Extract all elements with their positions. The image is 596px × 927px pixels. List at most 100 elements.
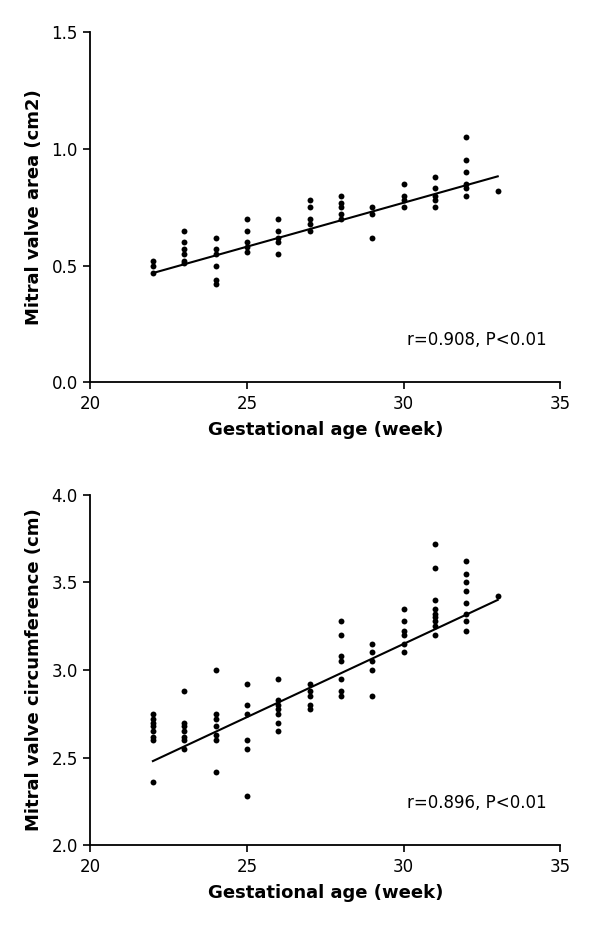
Point (211, 273, 221, 287)
Point (399, 628, 408, 642)
Point (242, 706, 252, 721)
Point (274, 247, 283, 261)
Point (148, 265, 158, 280)
Point (274, 671, 283, 686)
Point (430, 188, 440, 203)
Point (274, 698, 283, 713)
Point (211, 732, 221, 747)
Point (242, 789, 252, 804)
Point (430, 193, 440, 208)
Point (368, 207, 377, 222)
Point (336, 689, 346, 704)
Point (462, 165, 471, 180)
Point (305, 211, 315, 226)
Point (179, 715, 189, 730)
Point (179, 718, 189, 733)
Point (462, 554, 471, 569)
Text: r=0.896, P<0.01: r=0.896, P<0.01 (406, 794, 547, 812)
Point (305, 223, 315, 238)
X-axis label: Gestational age (week): Gestational age (week) (207, 421, 443, 439)
Point (336, 188, 346, 203)
Point (179, 242, 189, 257)
Point (179, 223, 189, 238)
Point (430, 592, 440, 607)
Point (399, 624, 408, 639)
Point (430, 199, 440, 214)
Point (179, 247, 189, 261)
Point (430, 619, 440, 634)
Point (430, 614, 440, 629)
Point (305, 193, 315, 208)
Point (462, 584, 471, 599)
Point (242, 732, 252, 747)
Point (274, 211, 283, 226)
Point (462, 153, 471, 168)
Point (305, 683, 315, 698)
Point (148, 724, 158, 739)
Point (148, 775, 158, 790)
Point (274, 715, 283, 730)
Point (148, 258, 158, 273)
Point (399, 176, 408, 191)
Point (462, 130, 471, 145)
Point (368, 689, 377, 704)
Point (305, 701, 315, 716)
Point (211, 247, 221, 261)
Point (336, 654, 346, 668)
Point (399, 636, 408, 651)
Point (179, 683, 189, 698)
Point (274, 706, 283, 721)
Point (336, 628, 346, 642)
Point (179, 742, 189, 756)
Point (274, 235, 283, 249)
Point (211, 277, 221, 292)
Point (179, 235, 189, 249)
Point (211, 712, 221, 727)
Point (179, 724, 189, 739)
Point (148, 706, 158, 721)
Point (430, 181, 440, 196)
Point (148, 730, 158, 744)
Point (211, 718, 221, 733)
Point (305, 677, 315, 692)
Point (211, 258, 221, 273)
Point (336, 195, 346, 210)
Point (399, 199, 408, 214)
Point (179, 732, 189, 747)
Point (211, 706, 221, 721)
Point (368, 230, 377, 245)
Point (462, 614, 471, 629)
Point (274, 724, 283, 739)
Y-axis label: Mitral valve area (cm2): Mitral valve area (cm2) (25, 89, 43, 325)
Point (179, 730, 189, 744)
Point (211, 728, 221, 743)
Point (274, 230, 283, 245)
Point (462, 575, 471, 590)
Y-axis label: Mitral valve circumference (cm): Mitral valve circumference (cm) (25, 509, 43, 832)
Point (179, 256, 189, 271)
Point (242, 239, 252, 254)
Point (305, 689, 315, 704)
Point (336, 671, 346, 686)
Point (211, 663, 221, 678)
Point (148, 712, 158, 727)
Point (242, 677, 252, 692)
Point (148, 715, 158, 730)
Point (399, 188, 408, 203)
Point (336, 211, 346, 226)
Point (336, 614, 346, 629)
Point (430, 602, 440, 616)
Point (242, 698, 252, 713)
Point (462, 188, 471, 203)
Point (368, 654, 377, 668)
Point (336, 207, 346, 222)
Point (242, 742, 252, 756)
Point (399, 193, 408, 208)
Point (336, 199, 346, 214)
Point (305, 199, 315, 214)
Point (430, 606, 440, 621)
Point (242, 244, 252, 259)
Point (430, 610, 440, 625)
Point (399, 614, 408, 629)
Point (336, 649, 346, 664)
